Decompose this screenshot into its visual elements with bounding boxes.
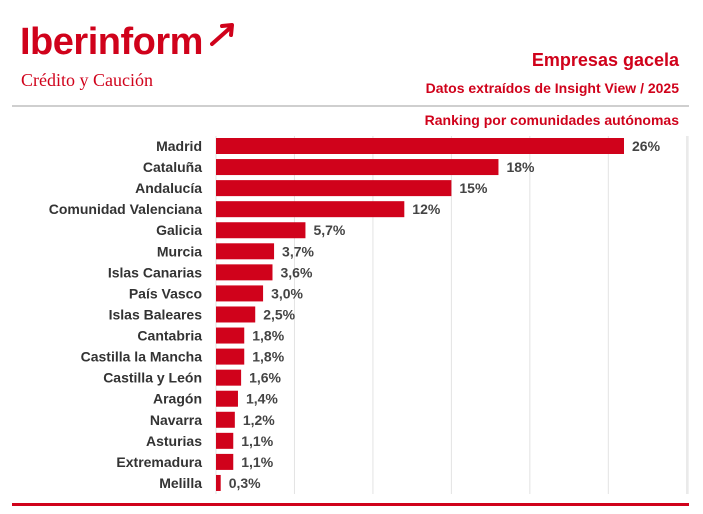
- bar: [216, 453, 234, 470]
- page-title: Empresas gacela: [531, 50, 679, 70]
- bar: [216, 474, 221, 491]
- bar: [216, 390, 238, 407]
- bar: [216, 432, 234, 449]
- bar: [216, 138, 624, 154]
- value-label: 1,1%: [241, 433, 273, 449]
- value-label: 1,1%: [241, 454, 273, 470]
- category-label: Comunidad Valenciana: [49, 201, 202, 217]
- brand-name: Iberinform: [20, 21, 203, 63]
- brand-tagline: Crédito y Caución: [21, 70, 153, 90]
- value-label: 0,3%: [229, 475, 261, 491]
- category-label: Madrid: [156, 138, 202, 154]
- category-label: Islas Canarias: [108, 264, 202, 280]
- header-divider: [12, 105, 689, 107]
- category-label: Melilla: [159, 475, 202, 491]
- bar: [216, 411, 235, 428]
- category-label: Asturias: [146, 433, 202, 449]
- value-label: 1,4%: [246, 391, 278, 407]
- bar: [216, 285, 264, 302]
- category-label: Extremadura: [116, 454, 202, 470]
- value-label: 3,7%: [282, 243, 314, 259]
- bar: [216, 348, 245, 365]
- value-label: 12%: [412, 201, 441, 217]
- value-label: 3,6%: [280, 264, 312, 280]
- logo-arrow-icon: [210, 23, 234, 46]
- value-label: 1,2%: [243, 412, 275, 428]
- bar: [216, 159, 499, 176]
- bar: [216, 264, 273, 281]
- category-label: Cantabria: [137, 328, 202, 344]
- category-label: Islas Baleares: [109, 306, 203, 322]
- category-label: País Vasco: [129, 285, 202, 301]
- value-label: 26%: [632, 138, 661, 154]
- category-label: Castilla y León: [103, 370, 202, 386]
- category-label: Murcia: [157, 243, 202, 259]
- chart-title: Ranking por comunidades autónomas: [424, 112, 679, 128]
- bar: [216, 306, 256, 323]
- value-label: 1,8%: [252, 328, 284, 344]
- category-label: Castilla la Mancha: [81, 349, 203, 365]
- value-label: 5,7%: [313, 222, 345, 238]
- value-label: 3,0%: [271, 285, 303, 301]
- category-label: Aragón: [153, 391, 202, 407]
- bar: [216, 222, 306, 239]
- footer-divider: [12, 503, 689, 506]
- category-label: Galicia: [156, 222, 202, 238]
- bar: [216, 369, 242, 386]
- category-label: Andalucía: [135, 180, 202, 196]
- value-label: 1,8%: [252, 349, 284, 365]
- value-label: 1,6%: [249, 370, 281, 386]
- value-label: 18%: [506, 159, 535, 175]
- value-label: 2,5%: [263, 306, 295, 322]
- value-label: 15%: [459, 180, 488, 196]
- bar: [216, 327, 245, 344]
- page-subtitle: Datos extraídos de Insight View / 2025: [425, 80, 679, 96]
- bar: [216, 243, 275, 260]
- category-label: Cataluña: [143, 159, 202, 175]
- bar: [216, 180, 452, 197]
- bar: [216, 201, 405, 218]
- category-label: Navarra: [150, 412, 202, 428]
